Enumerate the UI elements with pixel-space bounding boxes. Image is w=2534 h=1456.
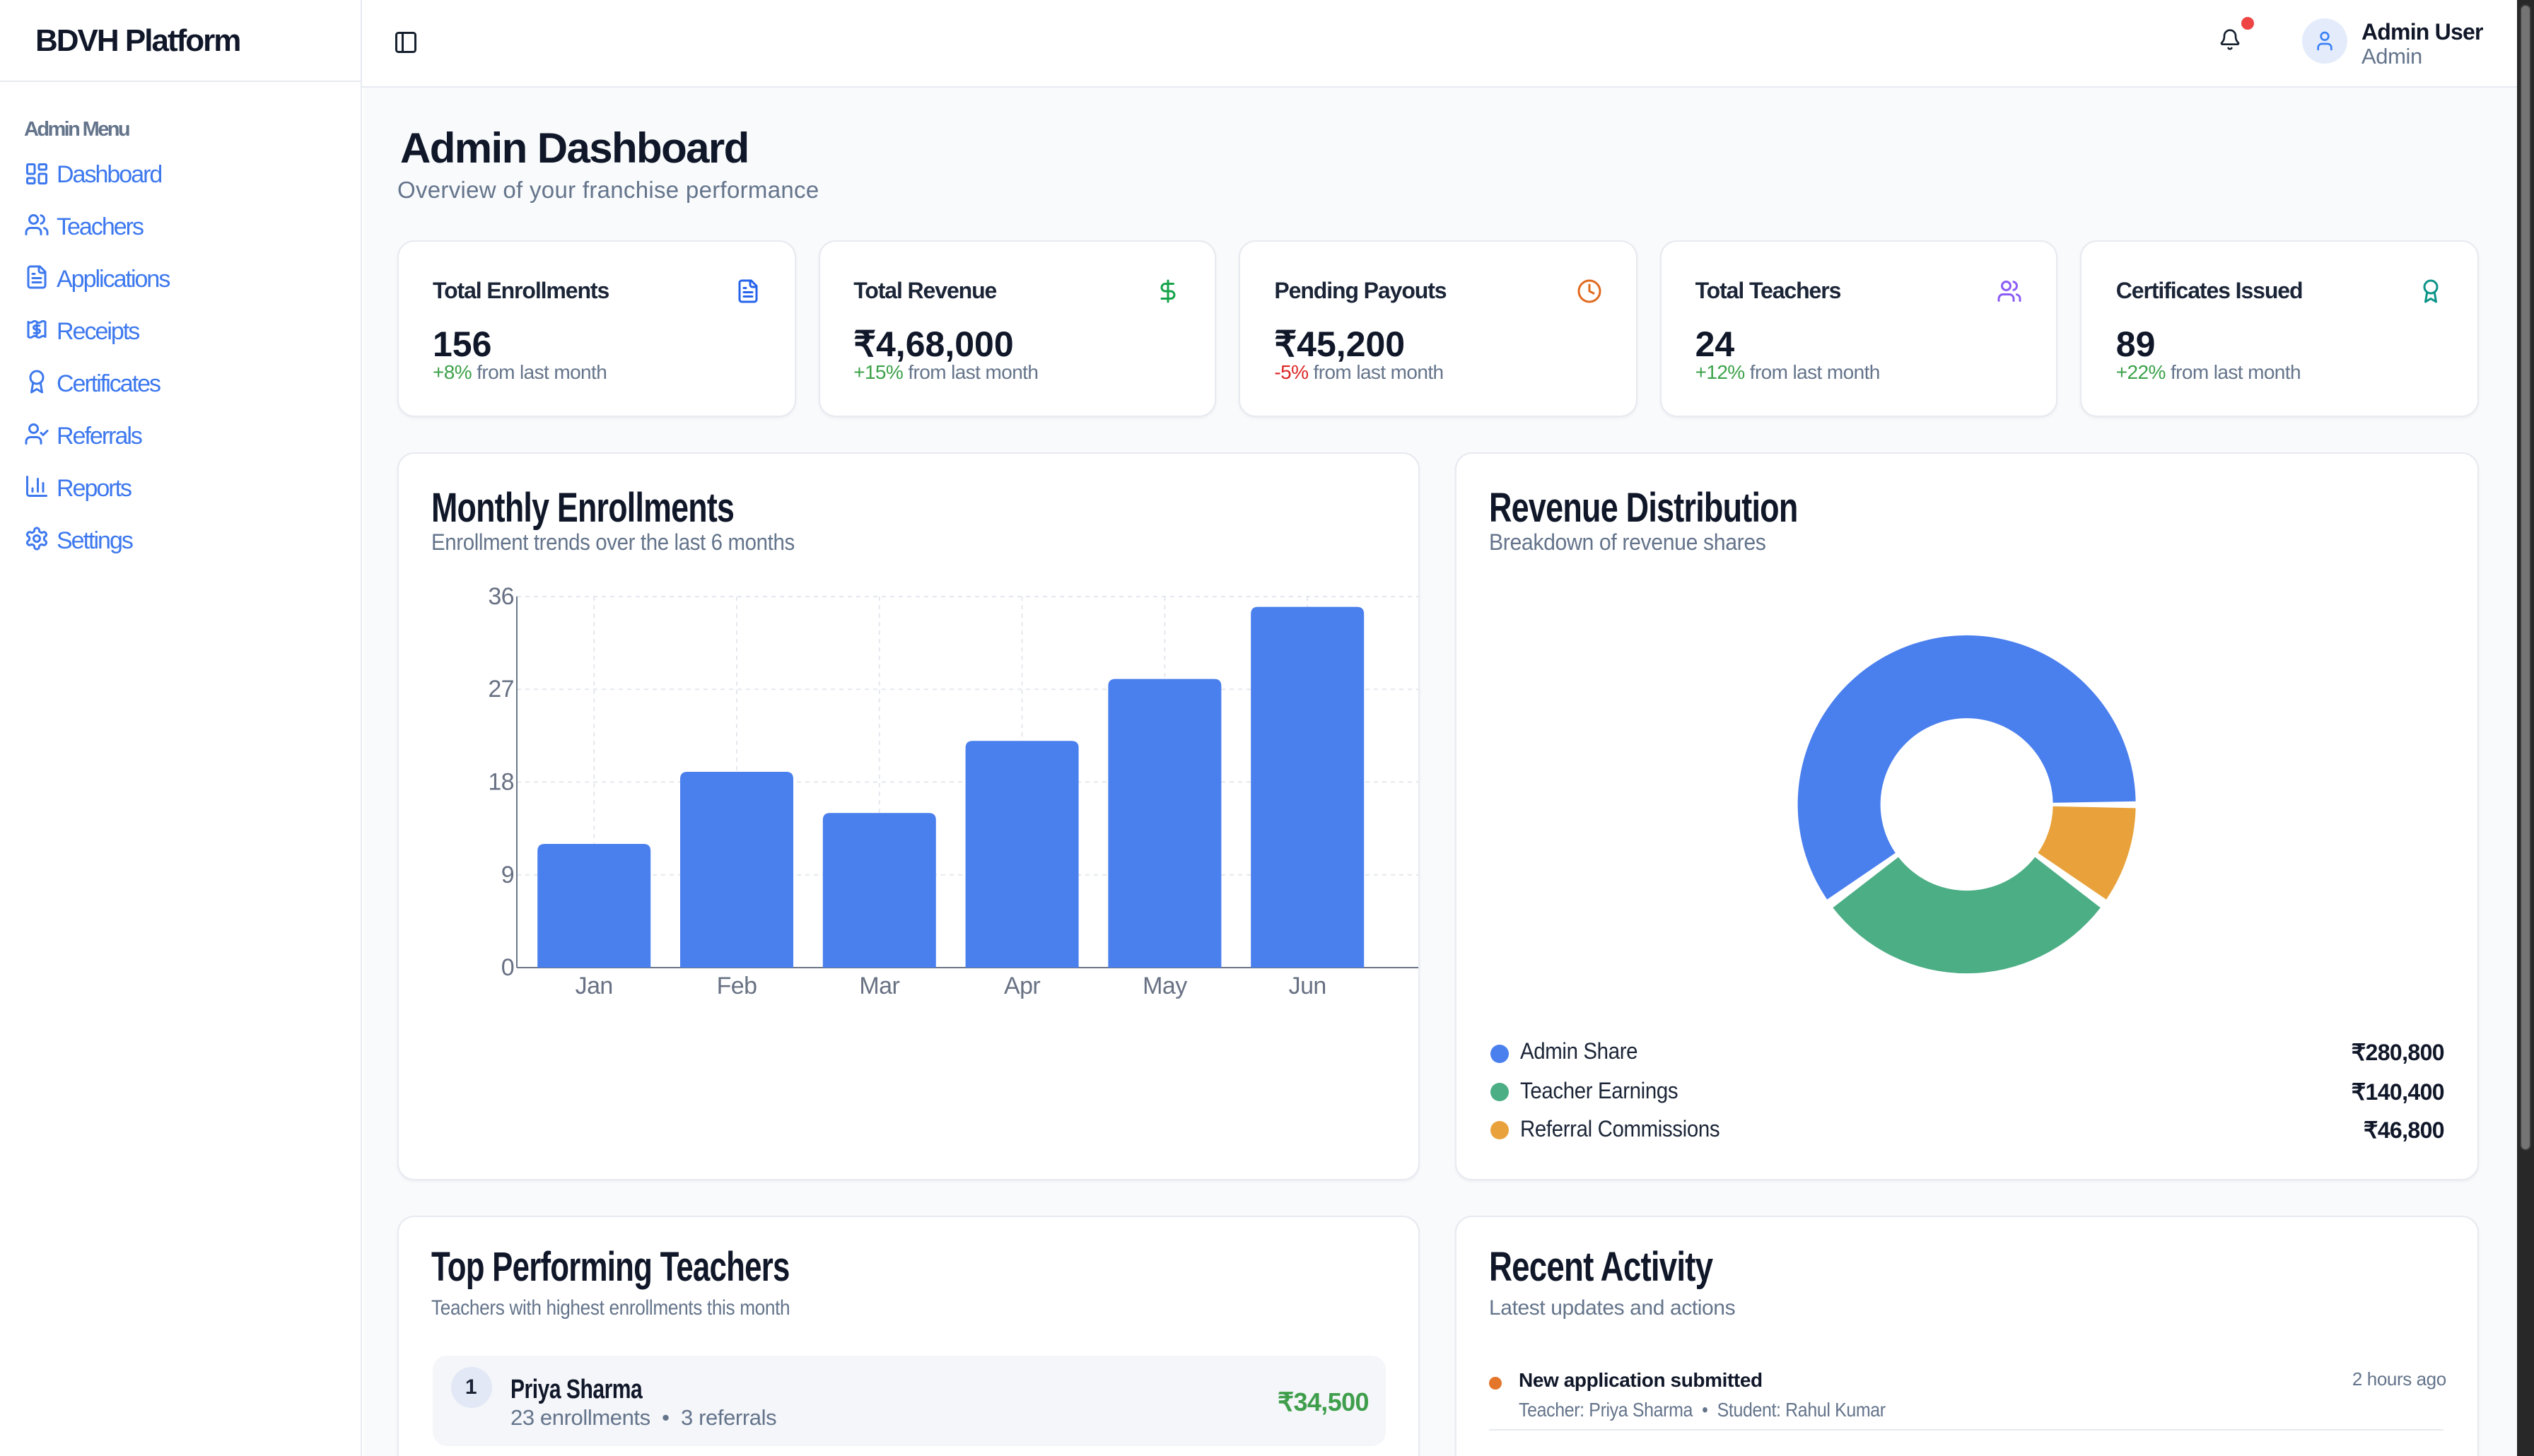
svg-text:18: 18 — [488, 768, 514, 795]
svg-text:Jan: Jan — [576, 973, 613, 999]
svg-text:36: 36 — [488, 583, 514, 610]
svg-text:Jun: Jun — [1289, 973, 1326, 999]
svg-text:May: May — [1143, 973, 1187, 999]
svg-text:Apr: Apr — [1004, 973, 1040, 999]
svg-text:9: 9 — [501, 862, 514, 888]
svg-text:27: 27 — [488, 676, 514, 703]
svg-text:0: 0 — [501, 954, 514, 981]
svg-text:Feb: Feb — [717, 973, 757, 999]
svg-text:Mar: Mar — [859, 973, 899, 999]
